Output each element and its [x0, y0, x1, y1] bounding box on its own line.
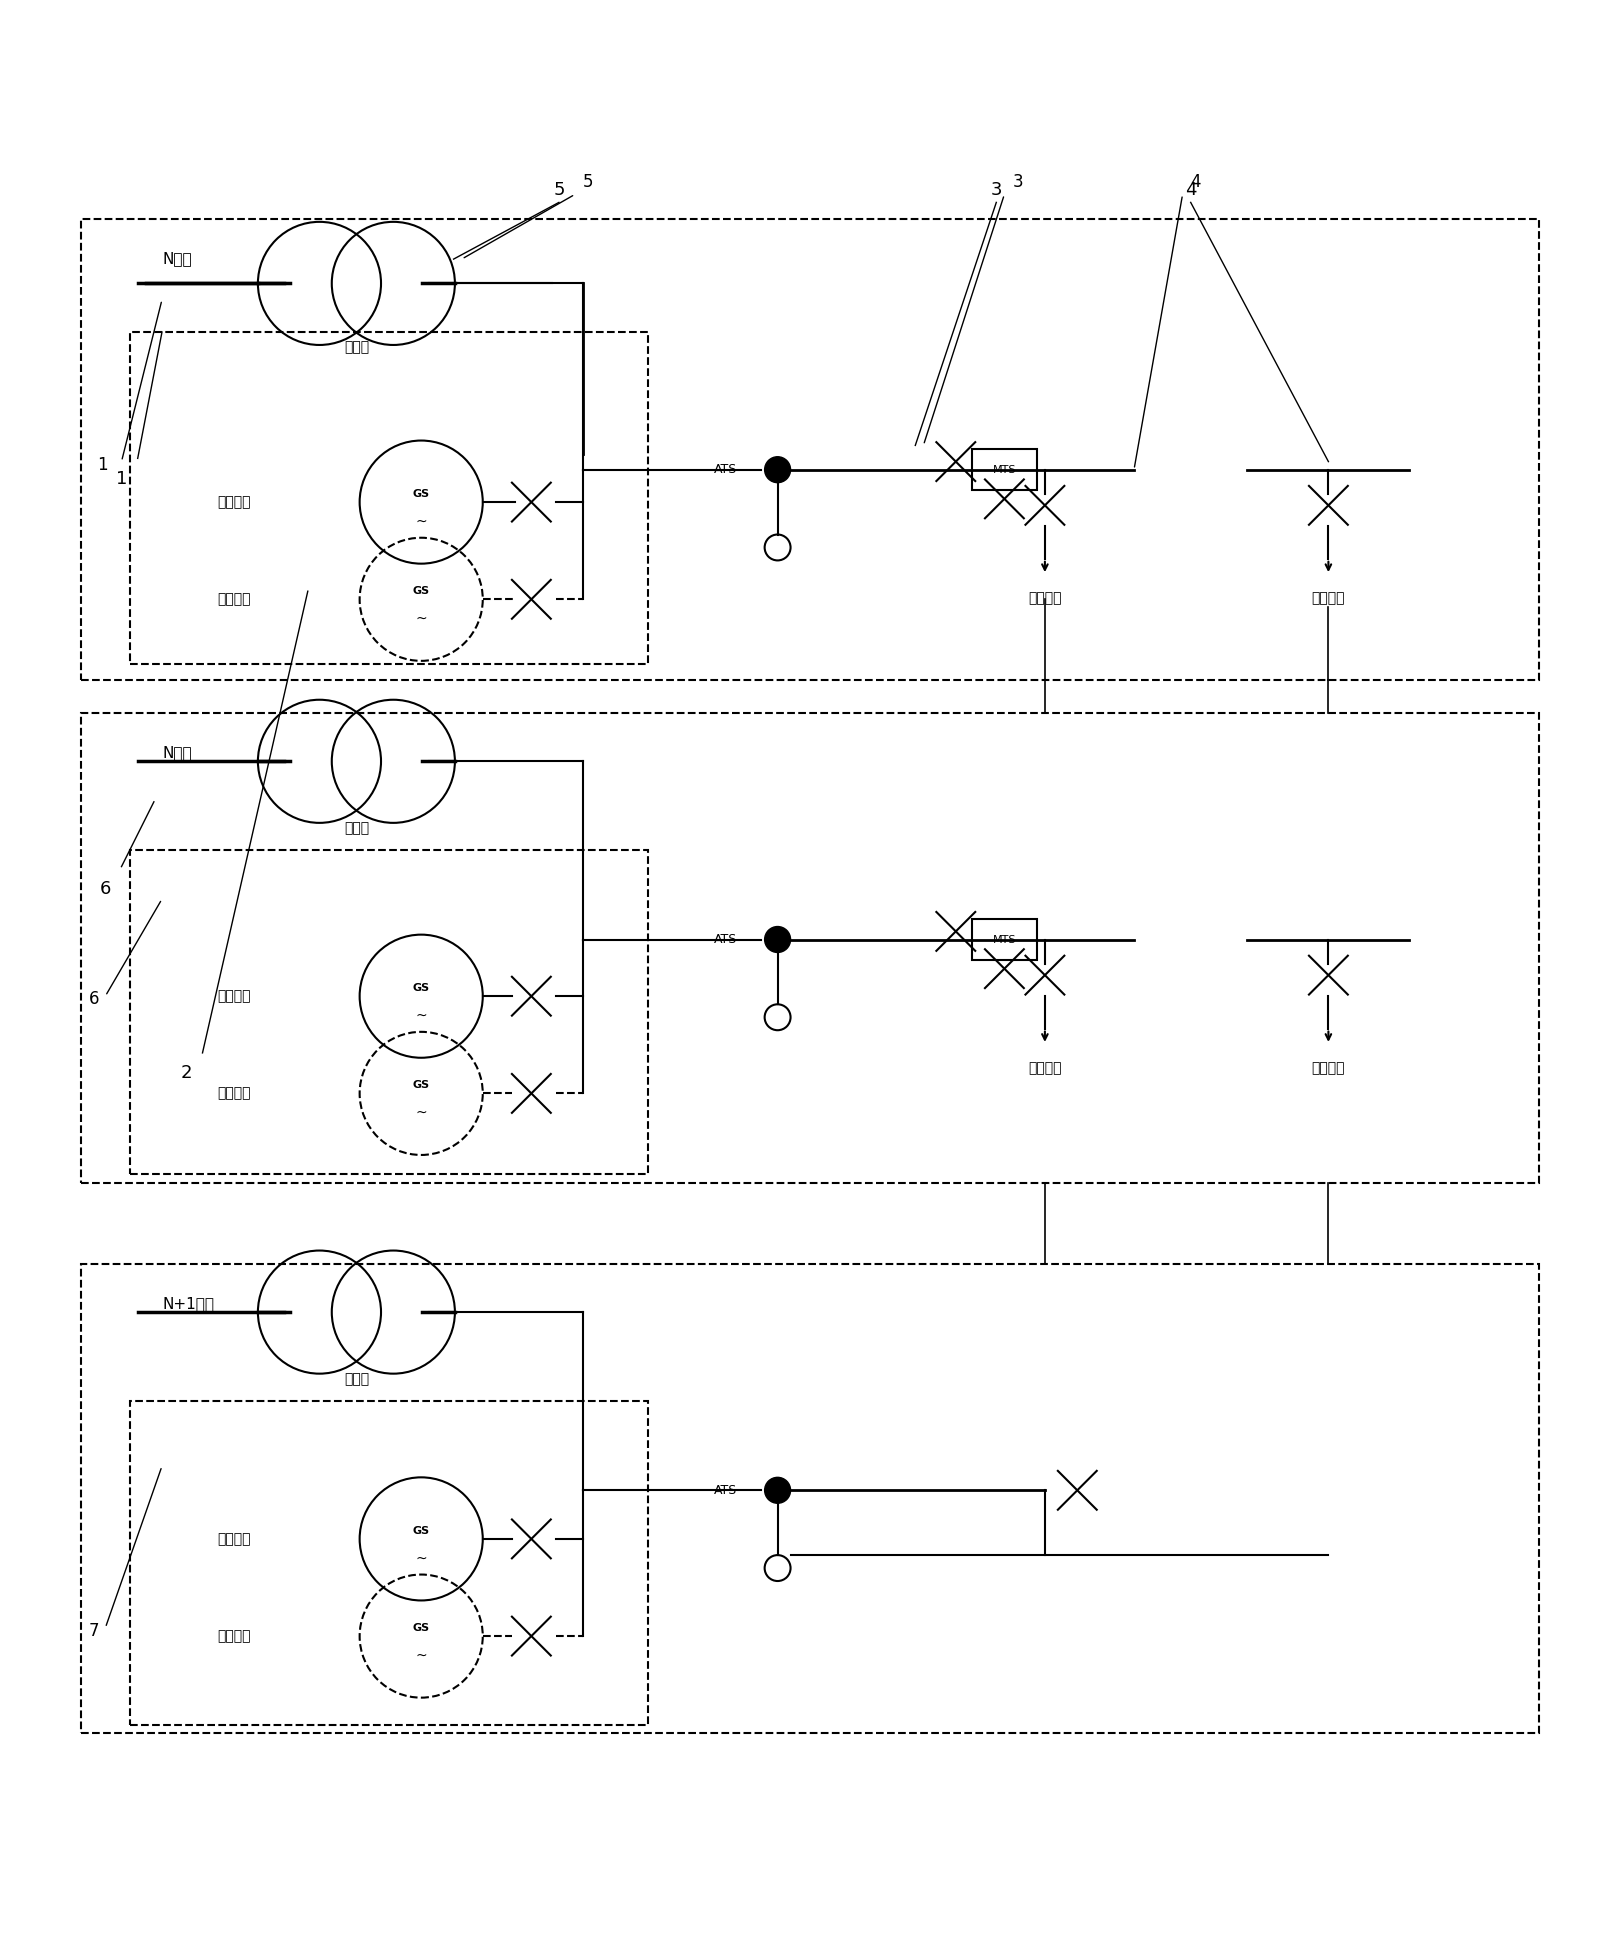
Bar — [81, 1264, 1539, 1733]
Text: 应急油机: 应急油机 — [217, 1086, 251, 1100]
Text: GS: GS — [413, 488, 429, 500]
Text: 负载备用: 负载备用 — [1312, 1060, 1345, 1074]
Circle shape — [765, 457, 791, 482]
Text: ~: ~ — [415, 1009, 428, 1023]
Text: ~: ~ — [415, 1105, 428, 1119]
Text: GS: GS — [413, 1623, 429, 1633]
Text: 6: 6 — [99, 880, 112, 898]
Bar — [130, 1401, 648, 1725]
Text: ATS: ATS — [714, 463, 737, 476]
Text: 固定油机: 固定油机 — [217, 990, 251, 1004]
Bar — [130, 331, 648, 664]
Text: GS: GS — [413, 586, 429, 596]
Text: 负载主用: 负载主用 — [1029, 1060, 1061, 1074]
Text: MTS: MTS — [993, 465, 1016, 474]
Text: 5: 5 — [552, 180, 565, 200]
Text: GS: GS — [413, 1525, 429, 1537]
Text: 6: 6 — [89, 990, 99, 1007]
Text: 3: 3 — [990, 180, 1003, 200]
Text: 4: 4 — [1184, 180, 1197, 200]
Text: 固定油机: 固定油机 — [217, 1533, 251, 1546]
Text: 固定油机: 固定油机 — [217, 496, 251, 510]
Bar — [81, 220, 1539, 680]
Circle shape — [765, 1478, 791, 1503]
Text: ~: ~ — [415, 612, 428, 625]
Text: 变压器: 变压器 — [343, 1372, 369, 1386]
Text: 4: 4 — [1191, 172, 1200, 190]
Text: 3: 3 — [1012, 172, 1024, 190]
Text: N主用: N主用 — [162, 745, 191, 760]
Text: 应急油机: 应急油机 — [217, 592, 251, 606]
Bar — [81, 713, 1539, 1182]
Text: 负载备用: 负载备用 — [1312, 592, 1345, 606]
Text: 1: 1 — [97, 457, 109, 474]
Text: 变压器: 变压器 — [343, 821, 369, 835]
Text: 2: 2 — [180, 1064, 193, 1082]
Text: ATS: ATS — [714, 933, 737, 947]
Text: 变压器: 变压器 — [343, 341, 369, 355]
Bar — [972, 449, 1037, 490]
Text: 1: 1 — [115, 470, 128, 488]
Text: 应急油机: 应急油机 — [217, 1629, 251, 1642]
Text: ~: ~ — [415, 1648, 428, 1662]
Text: 5: 5 — [583, 172, 593, 190]
Text: ATS: ATS — [714, 1484, 737, 1497]
Bar — [972, 919, 1037, 960]
Text: GS: GS — [413, 984, 429, 994]
Text: MTS: MTS — [993, 935, 1016, 945]
Text: ~: ~ — [415, 515, 428, 529]
Text: N主用: N主用 — [162, 251, 191, 267]
Text: ~: ~ — [415, 1552, 428, 1566]
Text: 7: 7 — [89, 1623, 99, 1641]
Circle shape — [765, 927, 791, 953]
Bar — [130, 851, 648, 1174]
Text: N+1备用: N+1备用 — [162, 1296, 214, 1311]
Text: GS: GS — [413, 1080, 429, 1090]
Text: 负载主用: 负载主用 — [1029, 592, 1061, 606]
